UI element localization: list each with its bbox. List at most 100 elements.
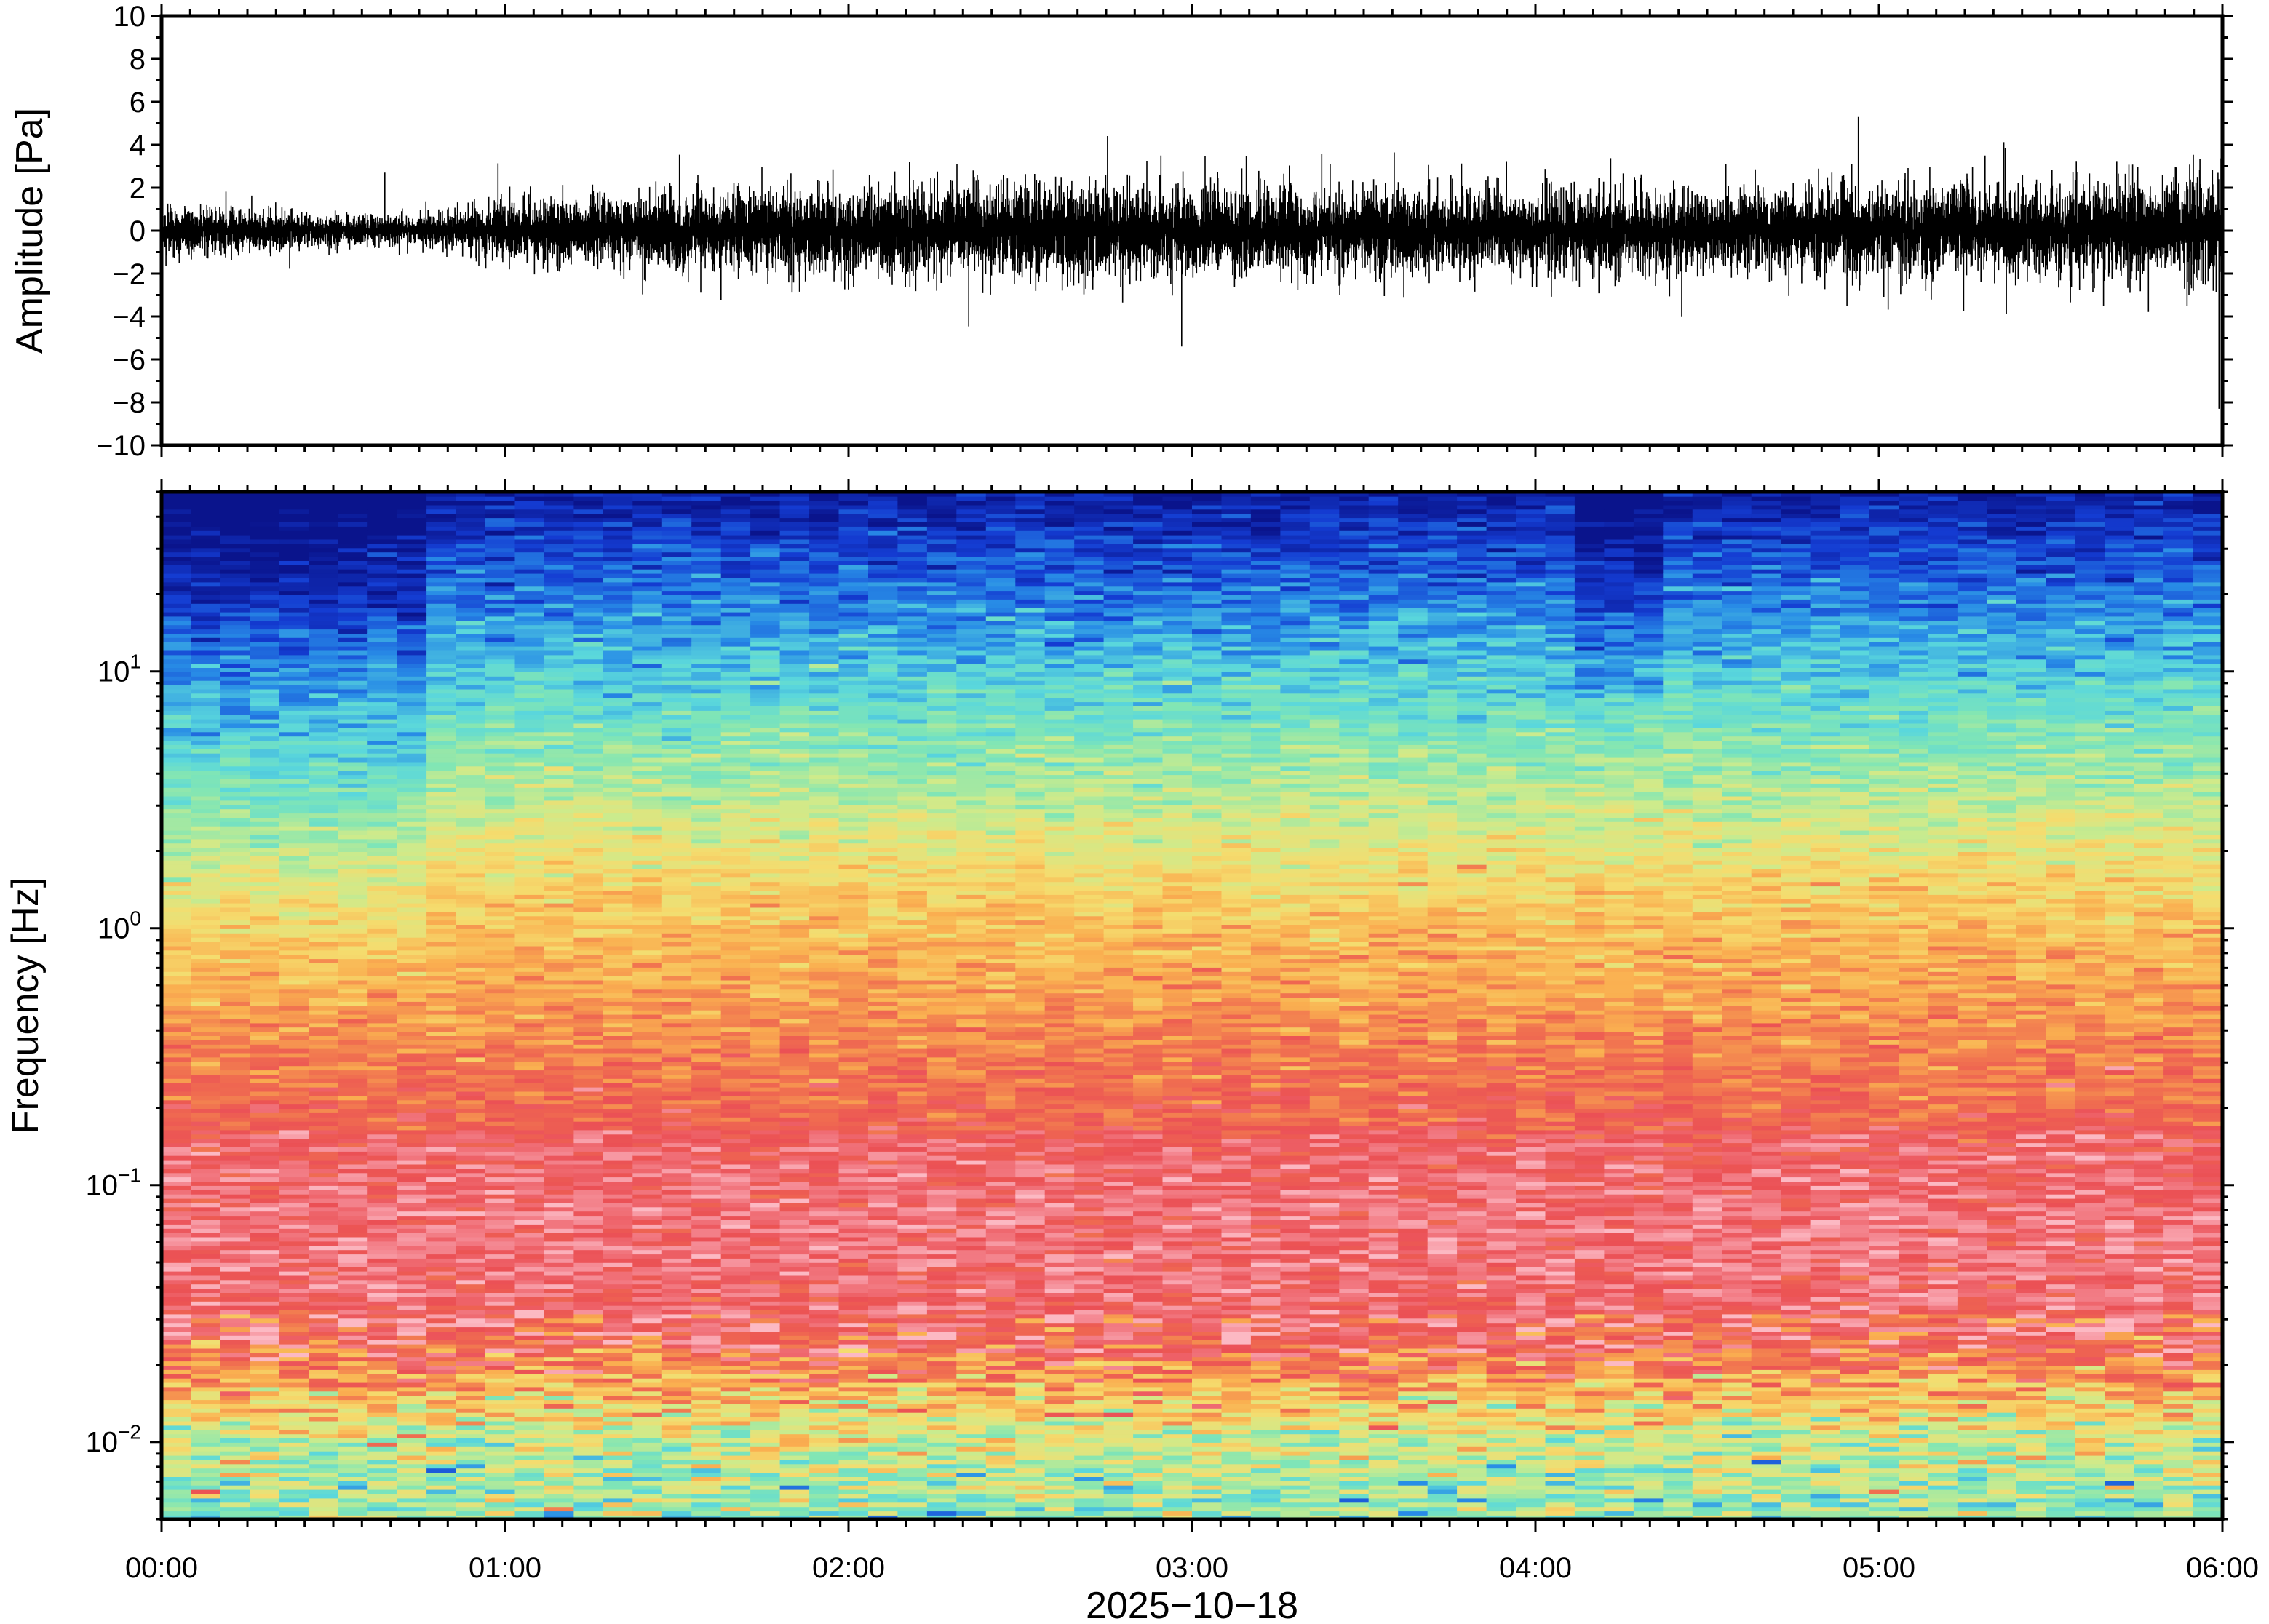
spectrogram-cell xyxy=(279,500,310,506)
spectrogram-cell xyxy=(426,1356,457,1362)
spectrogram-cell xyxy=(720,1416,751,1422)
spectrogram-cell xyxy=(309,829,339,835)
spectrogram-cell xyxy=(691,851,722,856)
spectrogram-cell xyxy=(720,1270,751,1276)
spectrogram-cell xyxy=(279,791,310,797)
spectrogram-cell xyxy=(397,808,427,814)
spectrogram-cell xyxy=(162,1061,192,1067)
spectrogram-cell xyxy=(456,1459,486,1465)
spectrogram-cell xyxy=(514,495,545,501)
spectrogram-cell xyxy=(573,1365,604,1370)
spectrogram-cell xyxy=(632,864,663,869)
spectrogram-cell xyxy=(397,1454,427,1460)
spectrogram-cell xyxy=(279,1386,310,1392)
spectrogram-cell xyxy=(573,590,604,595)
spectrogram-cell xyxy=(632,1390,663,1396)
spectrogram-cell xyxy=(162,1343,192,1349)
spectrogram-cell xyxy=(691,607,722,613)
spectrogram-cell xyxy=(691,603,722,608)
spectrogram-cell xyxy=(338,945,368,951)
spectrogram-cell xyxy=(514,672,545,677)
spectrogram-cell xyxy=(191,911,221,917)
spectrogram-cell xyxy=(485,1493,516,1499)
spectrogram-cell xyxy=(456,1172,486,1178)
spectrogram-cell xyxy=(720,885,751,891)
spectrogram-cell xyxy=(220,1078,251,1083)
spectrogram-cell xyxy=(485,1420,516,1426)
spectrogram-cell xyxy=(603,1147,634,1152)
spectrogram-cell xyxy=(367,654,398,660)
spectrogram-cell xyxy=(367,594,398,600)
spectrogram-cell xyxy=(162,941,192,947)
spectrogram-cell xyxy=(220,1006,251,1011)
spectrogram-cell xyxy=(485,1425,516,1430)
spectrogram-cell xyxy=(485,1506,516,1512)
spectrogram-cell xyxy=(162,1142,192,1147)
spectrogram-cell xyxy=(720,1177,751,1182)
spectrogram-cell xyxy=(661,898,693,904)
spectrogram-cell xyxy=(632,749,663,754)
spectrogram-cell xyxy=(338,1369,368,1374)
spectrogram-cell xyxy=(603,984,634,990)
spectrogram-cell xyxy=(573,1356,604,1362)
spectrogram-cell xyxy=(162,1365,192,1370)
spectrogram-cell xyxy=(426,1472,457,1477)
spectrogram-cell xyxy=(191,1297,221,1302)
spectrogram-cell xyxy=(514,1472,545,1477)
spectrogram-cell xyxy=(485,1206,516,1212)
spectrogram-cell xyxy=(397,710,427,715)
spectrogram-cell xyxy=(750,800,781,805)
spectrogram-cell xyxy=(603,898,634,904)
spectrogram-cell xyxy=(367,1484,398,1490)
spectrogram-cell xyxy=(573,1408,604,1413)
spectrogram-cell xyxy=(220,1172,251,1178)
spectrogram-cell xyxy=(367,1206,398,1212)
spectrogram-cell xyxy=(632,1348,663,1353)
spectrogram-cell xyxy=(661,1104,693,1109)
spectrogram-cell xyxy=(720,526,751,531)
spectrogram-cell xyxy=(544,864,575,869)
spectrogram-cell xyxy=(750,950,781,955)
spectrogram-cell xyxy=(309,1266,339,1272)
spectrogram-cell xyxy=(279,1104,310,1109)
spectrogram-cell xyxy=(632,752,663,758)
spectrogram-cell xyxy=(720,727,751,733)
spectrogram-cell xyxy=(191,1070,221,1075)
spectrogram-cell xyxy=(720,667,751,672)
spectrogram-cell xyxy=(250,779,280,784)
spectrogram-cell xyxy=(720,967,751,972)
spectrogram-cell xyxy=(632,1193,663,1199)
spectrogram-cell xyxy=(573,1074,604,1079)
spectrogram-cell xyxy=(162,1420,192,1426)
spectrogram-cell xyxy=(191,915,221,921)
spectrogram-cell xyxy=(220,752,251,758)
spectrogram-cell xyxy=(691,1326,722,1332)
spectrogram-cell xyxy=(191,1043,221,1049)
spectrogram-cell xyxy=(309,1142,339,1147)
spectrogram-cell xyxy=(691,731,722,737)
spectrogram-cell xyxy=(661,1377,693,1383)
spectrogram-cell xyxy=(309,920,339,925)
spectrogram-cell xyxy=(456,1450,486,1456)
spectrogram-cell xyxy=(250,1365,280,1370)
spectrogram-cell xyxy=(750,992,781,998)
spectrogram-cell xyxy=(162,1408,192,1413)
spectrogram-cell xyxy=(338,825,368,831)
spectrogram-cell xyxy=(514,761,545,767)
spectrogram-cell xyxy=(220,534,251,540)
spectrogram-cell xyxy=(573,770,604,776)
spectrogram-cell xyxy=(191,950,221,955)
spectrogram-cell xyxy=(603,1438,634,1443)
spectrogram-cell xyxy=(573,1468,604,1473)
spectrogram-cell xyxy=(397,1313,427,1319)
spectrogram-cell xyxy=(691,1497,722,1503)
spectrogram-cell xyxy=(367,701,398,706)
spectrogram-cell xyxy=(544,1142,575,1147)
spectrogram-cell xyxy=(426,667,457,672)
spectrogram-cell xyxy=(309,727,339,733)
spectrogram-cell xyxy=(603,868,634,874)
spectrogram-cell xyxy=(485,1086,516,1092)
spectrogram-cell xyxy=(661,975,693,981)
spectrogram-cell xyxy=(691,898,722,904)
spectrogram-cell xyxy=(456,547,486,553)
